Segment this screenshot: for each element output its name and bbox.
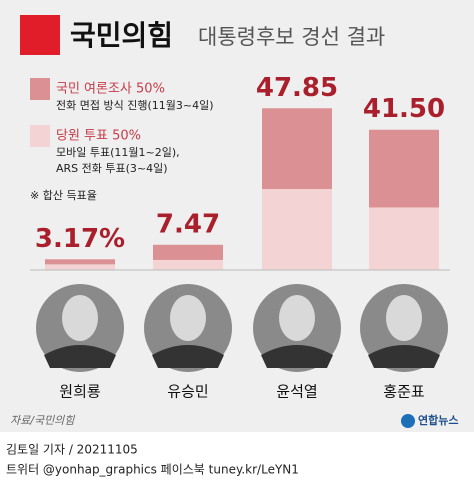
bar-segment	[45, 259, 115, 265]
note: ※ 합산 득표율	[30, 189, 97, 202]
portrait-suit	[44, 345, 116, 368]
portrait-suit	[152, 345, 224, 368]
total-label: 41.50	[363, 94, 445, 124]
portrait-face	[170, 295, 206, 341]
source: 자료/국민의힘	[10, 414, 75, 427]
candidate-name: 윤석열	[276, 383, 317, 401]
candidate-name: 홍준표	[383, 383, 425, 401]
legend-swatch	[30, 125, 50, 147]
logo-icon	[401, 414, 415, 428]
legend-swatch	[30, 78, 50, 100]
total-label: 3.17%	[35, 224, 125, 254]
credit: 김토일 기자 / 20211105	[6, 443, 138, 457]
legend-note: 모바일 투표(11월1~2일),	[56, 145, 180, 159]
bar-segment	[153, 259, 223, 270]
bar-segment	[262, 108, 332, 190]
bar-segment	[45, 264, 115, 270]
legend-label: 당원 투표 50%	[56, 129, 141, 144]
legend-note: ARS 전화 투표(3~4일)	[56, 161, 168, 175]
total-label: 47.85	[256, 73, 338, 103]
candidate-name: 원희룡	[59, 383, 101, 401]
portrait-face	[386, 295, 422, 341]
social: 트위터 @yonhap_graphics 페이스북 tuney.kr/LeYN1	[6, 463, 299, 477]
chart-title: 국민의힘	[70, 19, 173, 52]
footer-background	[0, 432, 474, 481]
legend-label: 국민 여론조사 50%	[56, 82, 165, 97]
portrait-suit	[368, 345, 440, 368]
logo: 연합뉴스	[418, 413, 458, 427]
bar-segment	[262, 189, 332, 270]
portrait-suit	[261, 345, 333, 368]
candidate-name: 유승민	[167, 383, 208, 401]
bar-segment	[369, 129, 439, 208]
chart-subtitle: 대통령후보 경선 결과	[198, 25, 385, 49]
bar-segment	[153, 244, 223, 260]
legend-note: 전화 면접 방식 진행(11월3~4일)	[56, 98, 213, 112]
total-label: 7.47	[156, 209, 220, 239]
bar-segment	[369, 207, 439, 270]
portrait-face	[279, 295, 315, 341]
portrait-face	[62, 295, 98, 341]
party-square	[20, 15, 60, 55]
